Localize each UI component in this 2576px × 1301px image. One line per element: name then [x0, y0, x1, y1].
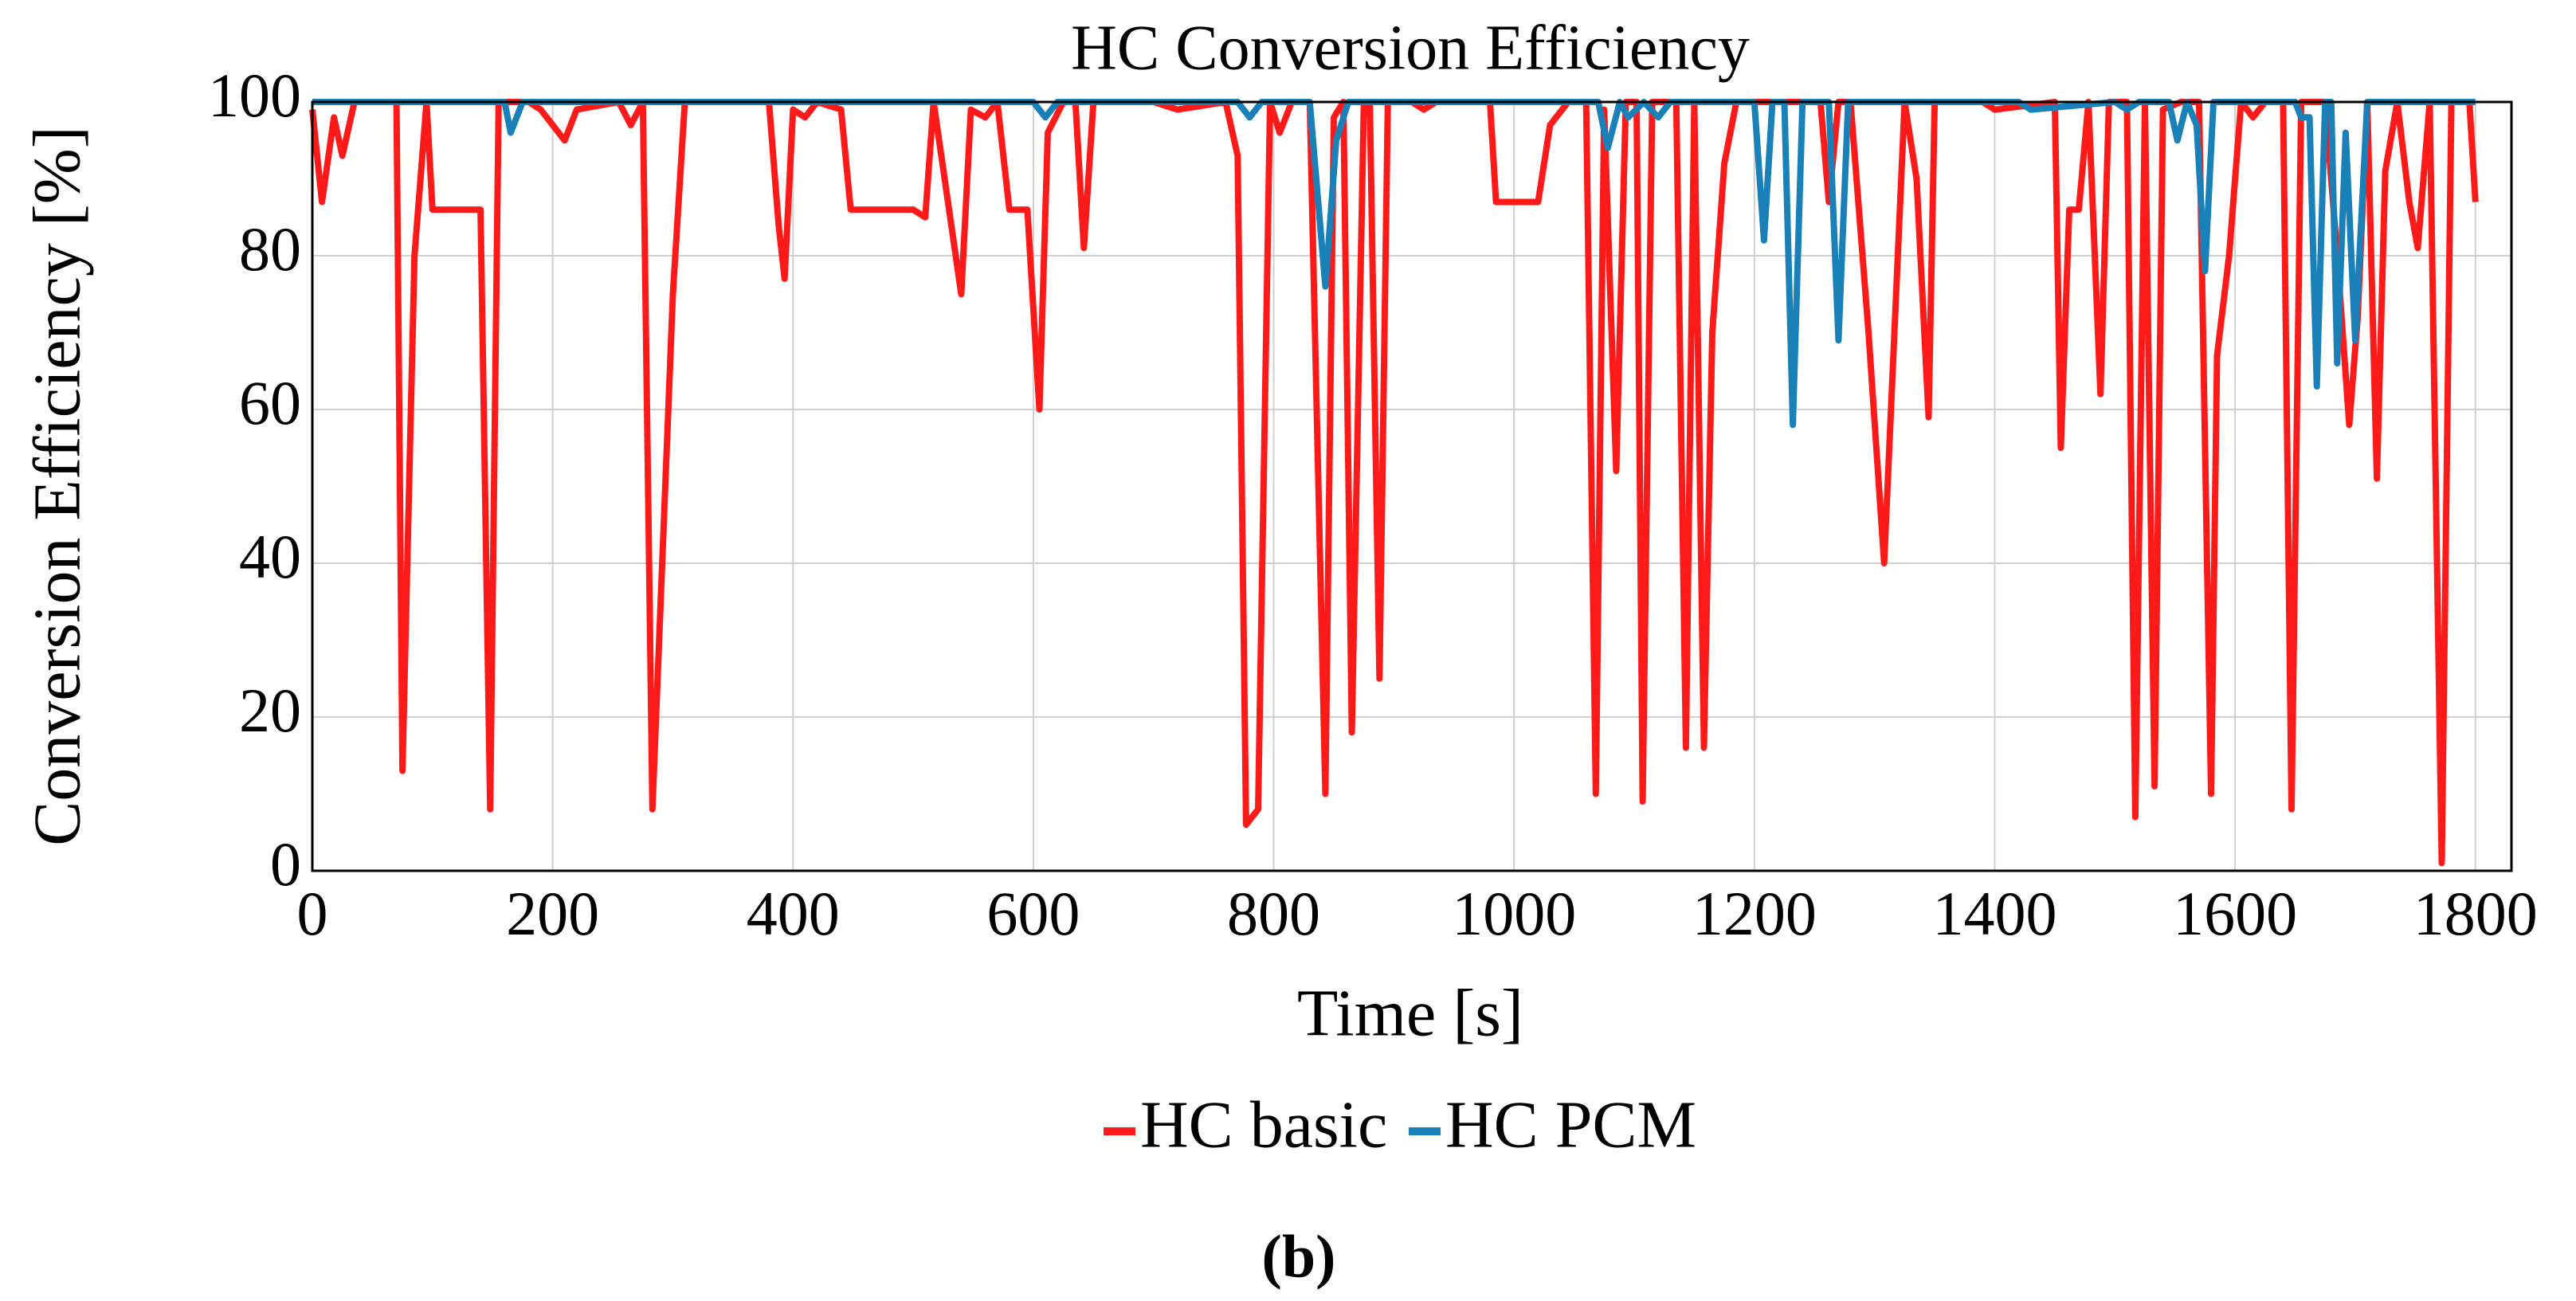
legend-label: HC basic [1140, 1087, 1387, 1162]
y-tick-label: 100 [208, 61, 301, 130]
y-tick-label: 80 [239, 214, 301, 284]
x-tick-label: 1200 [1692, 879, 1817, 948]
x-tick-label: 800 [1227, 879, 1320, 948]
x-tick-label: 600 [986, 879, 1080, 948]
x-tick-label: 400 [747, 879, 840, 948]
x-tick-label: 1800 [2413, 879, 2538, 948]
legend-label: HC PCM [1445, 1087, 1696, 1162]
chart-title: HC Conversion Efficiency [1071, 13, 1750, 83]
x-tick-label: 1000 [1452, 879, 1576, 948]
y-tick-label: 0 [270, 829, 301, 899]
caption: (b) [1262, 1223, 1336, 1290]
data-line [309, 99, 2479, 867]
x-tick-label: 0 [297, 879, 328, 948]
x-tick-label: 1400 [1932, 879, 2056, 948]
y-tick-label: 20 [239, 676, 301, 745]
y-tick-label: 60 [239, 368, 301, 437]
x-tick-label: 200 [506, 879, 599, 948]
y-tick-label: 40 [239, 522, 301, 591]
data-line [312, 99, 2476, 429]
plot-frame [311, 100, 2513, 872]
x-axis-label: Time [s] [1297, 976, 1523, 1050]
y-axis-label: Conversion Efficiency [%] [20, 126, 94, 846]
x-tick-label: 1600 [2173, 879, 2297, 948]
